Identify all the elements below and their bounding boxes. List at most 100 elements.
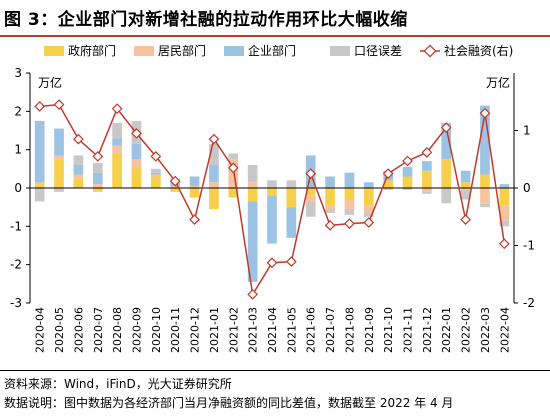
x-tick-label: 2021-12 [421, 307, 434, 353]
bar-0-2020-09 [131, 166, 142, 188]
left-tick-label: 3 [14, 66, 22, 80]
line-point-2020-11 [169, 175, 181, 187]
bar-2-2021-09 [363, 182, 374, 188]
bar-1-2022-02 [460, 188, 471, 190]
bar-2-2020-08 [112, 138, 122, 146]
x-tick-label: 2020-07 [92, 307, 105, 353]
bar-2-2021-07 [325, 176, 335, 188]
bar-0-2020-10 [151, 176, 161, 188]
legend-swatch [134, 46, 154, 56]
bar-3-2021-08 [344, 209, 355, 215]
x-tick-label: 2021-11 [402, 307, 415, 353]
line-point-2021-10 [382, 168, 394, 179]
bar-1-2020-05 [54, 155, 64, 160]
left-tick-label: -3 [10, 296, 22, 310]
bar-2-2020-07 [92, 172, 103, 185]
axes-layer: 3 2 1 0 -1 -2 -3 1 0 -1 -2 2020-04 2020-05 2020-06 202… [10, 66, 535, 353]
x-tick-label: 2020-05 [53, 307, 66, 353]
bar-0-2022-03 [480, 174, 490, 188]
legend-item-4: 社会融资(右) [420, 43, 513, 58]
bar-0-2020-08 [112, 153, 122, 188]
bar-3-2022-02 [460, 189, 471, 200]
x-tick-label: 2022-04 [498, 307, 511, 353]
bar-3-2021-04 [267, 180, 277, 188]
line-point-2021-07 [324, 220, 336, 231]
legend-item-0: 政府部门 [44, 43, 116, 58]
bar-2-2020-10 [151, 172, 161, 175]
bar-1-2021-03 [247, 182, 258, 188]
bar-1-2020-08 [112, 145, 122, 154]
x-tick-label: 2020-09 [130, 307, 143, 353]
x-tick-label: 2021-08 [343, 307, 356, 353]
right-tick-label: -1 [523, 239, 535, 253]
bar-1-2020-12 [189, 186, 200, 188]
bar-0-2020-07 [92, 188, 103, 192]
bar-3-2021-06 [305, 201, 316, 217]
left-tick-label: 0 [14, 181, 22, 195]
bar-0-2021-09 [363, 188, 374, 206]
x-tick-label: 2020-12 [189, 307, 202, 353]
bar-0-2021-12 [422, 170, 432, 188]
legend-marker [423, 44, 437, 58]
bar-2-2020-04 [34, 120, 45, 183]
legend-label: 企业部门 [248, 43, 296, 58]
legend: 政府部门 居民部门 企业部门 口径误差 社会融资(右) [44, 43, 513, 58]
legend-label: 口径误差 [354, 44, 402, 58]
line-point-2020-05 [53, 99, 65, 110]
bar-2-2022-01 [441, 122, 452, 160]
line-point-2021-12 [421, 146, 433, 158]
right-tick-label: -2 [523, 296, 535, 310]
line-point-2020-04 [34, 100, 46, 112]
line-point-2021-01 [208, 133, 220, 145]
left-axis-unit: 万亿 [38, 75, 62, 90]
legend-label: 政府部门 [68, 43, 116, 58]
right-axis-unit: 万亿 [486, 75, 510, 90]
figure-title: 图 3：企业部门对新增社融的拉动作用环比大幅收缩 [4, 10, 408, 30]
right-tick-label: 0 [523, 181, 531, 195]
bar-3-2021-03 [247, 165, 258, 183]
legend-item-2: 企业部门 [224, 43, 296, 58]
bar-3-2020-05 [54, 188, 64, 192]
bar-1-2021-12 [422, 188, 432, 192]
bar-0-2022-02 [460, 182, 471, 188]
bar-1-2020-06 [73, 174, 84, 179]
bar-0-2021-11 [402, 176, 413, 188]
x-tick-label: 2022-03 [479, 307, 492, 353]
bar-2-2020-05 [54, 128, 64, 156]
bar-1-2021-09 [363, 205, 374, 213]
x-tick-label: 2020-10 [150, 307, 163, 353]
bar-1-2020-09 [131, 159, 142, 167]
bar-2-2021-11 [402, 166, 413, 177]
line-point-2022-02 [460, 214, 471, 225]
line-point-2021-11 [402, 155, 413, 167]
bar-2-2020-09 [131, 143, 142, 160]
bar-0-2021-03 [247, 188, 258, 202]
bar-2-2022-03 [480, 105, 490, 175]
line-point-2021-08 [344, 218, 355, 230]
bar-3-2021-01 [209, 143, 219, 165]
legend-label: 居民部门 [158, 43, 206, 58]
legend-swatch [224, 46, 244, 56]
x-tick-label: 2021-02 [227, 307, 240, 353]
bar-0-2021-01 [209, 188, 219, 210]
x-tick-label: 2021-05 [285, 307, 298, 353]
bar-2-2021-03 [247, 201, 258, 282]
bar-1-2021-06 [305, 195, 316, 202]
bar-0-2020-06 [73, 178, 84, 188]
bar-2-2021-08 [344, 172, 355, 188]
left-tick-label: -2 [10, 258, 22, 272]
line-point-2021-05 [285, 256, 297, 267]
line-point-2022-03 [479, 107, 491, 119]
bar-0-2020-12 [189, 188, 200, 198]
legend-swatch [44, 46, 64, 56]
x-tick-label: 2020-04 [34, 307, 47, 353]
x-tick-label: 2021-03 [247, 307, 260, 353]
line-point-2020-08 [111, 103, 123, 115]
legend-item-1: 居民部门 [134, 43, 206, 58]
bar-3-2020-08 [112, 122, 122, 139]
x-tick-label: 2022-02 [460, 307, 473, 353]
line-point-2021-06 [305, 168, 317, 179]
bar-0-2020-11 [170, 188, 181, 192]
x-tick-label: 2021-09 [363, 307, 376, 353]
line-point-2020-07 [92, 151, 104, 162]
